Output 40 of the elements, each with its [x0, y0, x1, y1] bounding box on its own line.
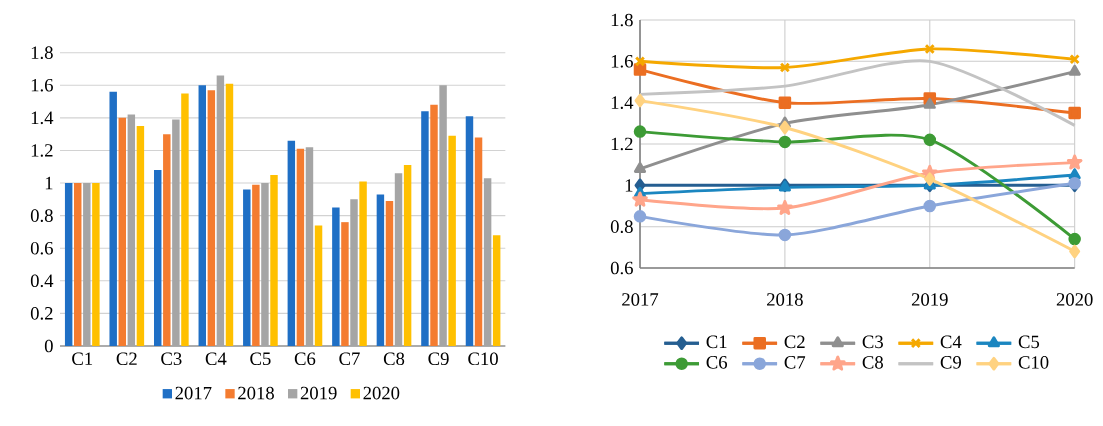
y-tick-label: 1.6 [31, 78, 53, 92]
legend-label: 2018 [238, 386, 274, 400]
x-tick-label: C1 [72, 352, 93, 366]
y-tick-label: 1.2 [611, 137, 633, 151]
y-tick-label: 1 [45, 176, 53, 190]
x-tick-label: C2 [116, 352, 137, 366]
y-tick-label: 0.6 [30, 241, 53, 255]
y-tick-label: 0.6 [610, 261, 633, 275]
legend-label: 2017 [175, 386, 212, 400]
legend-label: C1 [706, 335, 727, 349]
legend-label: C4 [940, 335, 962, 349]
legend-label: C3 [862, 335, 883, 349]
y-tick-label: 0.4 [30, 274, 54, 288]
x-tick-label: C3 [161, 352, 182, 366]
y-tick-label: 0.2 [30, 307, 53, 320]
x-tick-label: C10 [468, 352, 498, 366]
y-tick-label: 1.8 [31, 46, 53, 60]
legend-label: C2 [784, 335, 805, 349]
x-tick-label: 2018 [767, 293, 803, 306]
x-tick-label: 2017 [622, 293, 659, 306]
legend-label: 2020 [363, 386, 400, 400]
x-tick-label: C6 [294, 352, 316, 366]
x-tick-label: 2019 [911, 293, 948, 306]
y-tick-label: 1.4 [31, 111, 54, 125]
legend-label: C5 [1018, 335, 1040, 349]
x-tick-label: C5 [250, 352, 271, 366]
y-tick-label: 0.8 [610, 220, 633, 234]
y-tick-label: 0.8 [30, 209, 53, 222]
y-tick-label: 1.2 [31, 144, 53, 157]
legend-label: 2019 [300, 386, 337, 400]
x-tick-label: C7 [339, 352, 360, 366]
y-tick-label: 1.4 [611, 96, 634, 109]
y-tick-label: 1.8 [611, 13, 633, 27]
y-tick-label: 1.6 [611, 55, 633, 68]
x-tick-label: 2020 [1056, 293, 1093, 306]
x-tick-label: C8 [383, 352, 405, 366]
y-tick-label: 0 [44, 339, 53, 353]
x-tick-label: C4 [205, 352, 227, 366]
x-tick-label: C9 [428, 352, 449, 366]
y-tick-label: 1 [625, 179, 633, 192]
